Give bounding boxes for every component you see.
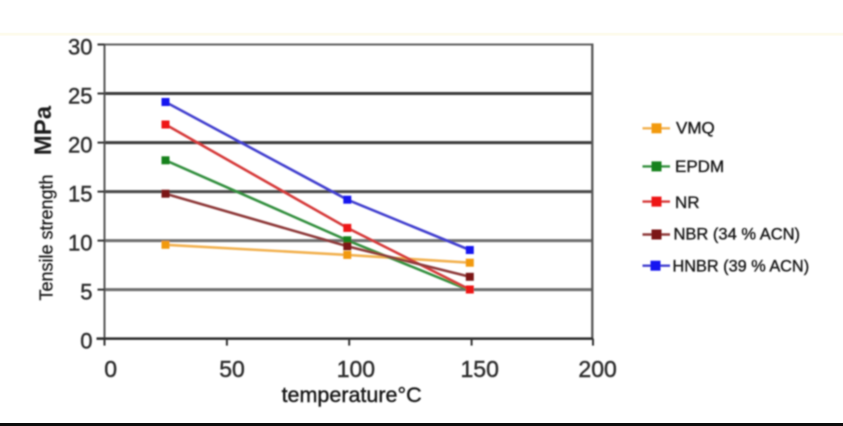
svg-text:0: 0 (104, 356, 117, 382)
svg-text:100: 100 (337, 356, 375, 382)
svg-text:Tensile strength: Tensile strength (37, 174, 57, 300)
svg-text:15: 15 (68, 182, 92, 207)
svg-text:NBR (34 % ACN): NBR (34 % ACN) (674, 226, 801, 244)
svg-text:EPDM: EPDM (675, 157, 724, 176)
svg-text:200: 200 (578, 356, 616, 382)
svg-text:temperature°C: temperature°C (282, 383, 422, 407)
svg-text:0: 0 (80, 329, 92, 354)
svg-text:50: 50 (219, 356, 245, 382)
svg-text:HNBR (39 % ACN): HNBR (39 % ACN) (673, 258, 810, 276)
svg-text:150: 150 (461, 356, 499, 382)
svg-text:10: 10 (68, 231, 92, 256)
svg-text:5: 5 (80, 280, 92, 305)
svg-text:30: 30 (68, 35, 92, 60)
svg-text:MPa: MPa (30, 105, 57, 155)
svg-text:NR: NR (675, 193, 700, 212)
svg-text:25: 25 (68, 84, 92, 109)
svg-text:VMQ: VMQ (676, 119, 715, 138)
svg-text:20: 20 (68, 133, 92, 158)
